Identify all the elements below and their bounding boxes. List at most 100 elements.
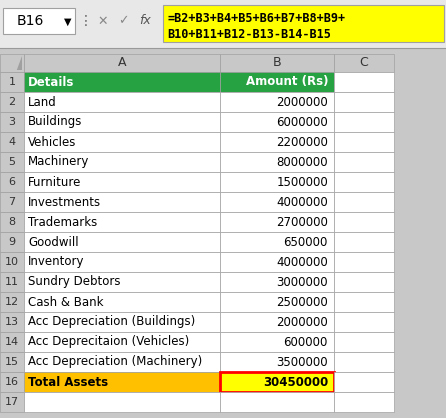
Text: 650000: 650000 xyxy=(284,235,328,248)
Bar xyxy=(0,92,24,112)
Text: Vehicles: Vehicles xyxy=(28,135,76,148)
Bar xyxy=(24,232,220,252)
Bar xyxy=(220,112,334,132)
Bar xyxy=(220,192,334,212)
Text: ✓: ✓ xyxy=(118,15,128,28)
Text: 2000000: 2000000 xyxy=(276,95,328,109)
Text: 1: 1 xyxy=(8,77,16,87)
Bar xyxy=(24,352,220,372)
Bar xyxy=(334,292,394,312)
Bar xyxy=(0,192,24,212)
Text: 2200000: 2200000 xyxy=(276,135,328,148)
Text: A: A xyxy=(118,56,126,69)
Bar xyxy=(24,292,220,312)
Bar xyxy=(220,132,334,152)
Text: 3000000: 3000000 xyxy=(277,275,328,288)
Text: Total Assets: Total Assets xyxy=(28,375,108,388)
Bar xyxy=(163,5,444,42)
Bar xyxy=(24,54,220,72)
Text: Inventory: Inventory xyxy=(28,255,84,268)
Text: 8000000: 8000000 xyxy=(277,155,328,168)
Bar xyxy=(334,152,394,172)
Polygon shape xyxy=(17,56,22,70)
Text: 2000000: 2000000 xyxy=(276,316,328,329)
Bar xyxy=(220,252,334,272)
Bar xyxy=(0,172,24,192)
Bar xyxy=(24,192,220,212)
Bar xyxy=(0,54,24,72)
Bar xyxy=(220,352,334,372)
Text: Trademarks: Trademarks xyxy=(28,216,97,229)
Text: 4000000: 4000000 xyxy=(276,196,328,209)
Bar xyxy=(3,8,75,34)
Text: B10+B11+B12-B13-B14-B15: B10+B11+B12-B13-B14-B15 xyxy=(167,28,331,41)
Text: Investments: Investments xyxy=(28,196,101,209)
Bar xyxy=(334,392,394,412)
Bar xyxy=(334,72,394,92)
Text: 2700000: 2700000 xyxy=(276,216,328,229)
Bar xyxy=(334,372,394,392)
Text: Amount (Rs): Amount (Rs) xyxy=(245,76,328,89)
Bar xyxy=(24,272,220,292)
Text: 11: 11 xyxy=(5,277,19,287)
Bar xyxy=(220,72,334,92)
Text: 4: 4 xyxy=(8,137,16,147)
Text: B: B xyxy=(273,56,281,69)
Bar xyxy=(0,0,446,48)
Text: Buildings: Buildings xyxy=(28,115,83,128)
Bar xyxy=(334,232,394,252)
Bar xyxy=(0,132,24,152)
Text: 600000: 600000 xyxy=(284,336,328,349)
Bar xyxy=(24,132,220,152)
Text: 8: 8 xyxy=(8,217,16,227)
Text: 15: 15 xyxy=(5,357,19,367)
Text: C: C xyxy=(359,56,368,69)
Text: ✕: ✕ xyxy=(98,15,108,28)
Bar xyxy=(0,72,24,92)
Text: 13: 13 xyxy=(5,317,19,327)
Text: Cash & Bank: Cash & Bank xyxy=(28,296,103,308)
Bar xyxy=(220,54,334,72)
Text: 6: 6 xyxy=(8,177,16,187)
Bar xyxy=(0,352,24,372)
Bar xyxy=(334,172,394,192)
Bar xyxy=(334,192,394,212)
Bar xyxy=(334,112,394,132)
Bar xyxy=(24,212,220,232)
Text: 3500000: 3500000 xyxy=(277,355,328,369)
Bar xyxy=(220,392,334,412)
Text: Land: Land xyxy=(28,95,57,109)
Bar xyxy=(220,212,334,232)
Text: 14: 14 xyxy=(5,337,19,347)
Bar xyxy=(334,212,394,232)
Bar xyxy=(220,292,334,312)
Text: 6000000: 6000000 xyxy=(276,115,328,128)
Bar xyxy=(24,332,220,352)
Bar xyxy=(334,132,394,152)
Bar xyxy=(0,272,24,292)
Bar xyxy=(220,152,334,172)
Bar xyxy=(220,372,334,392)
Bar xyxy=(220,172,334,192)
Text: 5: 5 xyxy=(8,157,16,167)
Text: B16: B16 xyxy=(17,14,44,28)
Text: 30450000: 30450000 xyxy=(263,375,328,388)
Bar xyxy=(24,392,220,412)
Bar xyxy=(0,112,24,132)
Bar xyxy=(334,252,394,272)
Bar xyxy=(220,232,334,252)
Bar xyxy=(220,332,334,352)
Text: Sundry Debtors: Sundry Debtors xyxy=(28,275,120,288)
Text: ⋮: ⋮ xyxy=(79,14,93,28)
Text: 12: 12 xyxy=(5,297,19,307)
Bar xyxy=(24,72,220,92)
Text: Acc Depreciation (Buildings): Acc Depreciation (Buildings) xyxy=(28,316,195,329)
Bar xyxy=(24,92,220,112)
Bar xyxy=(24,252,220,272)
Bar xyxy=(0,232,24,252)
Text: 3: 3 xyxy=(8,117,16,127)
Bar xyxy=(0,312,24,332)
Bar xyxy=(220,272,334,292)
Text: 9: 9 xyxy=(8,237,16,247)
Bar xyxy=(334,272,394,292)
